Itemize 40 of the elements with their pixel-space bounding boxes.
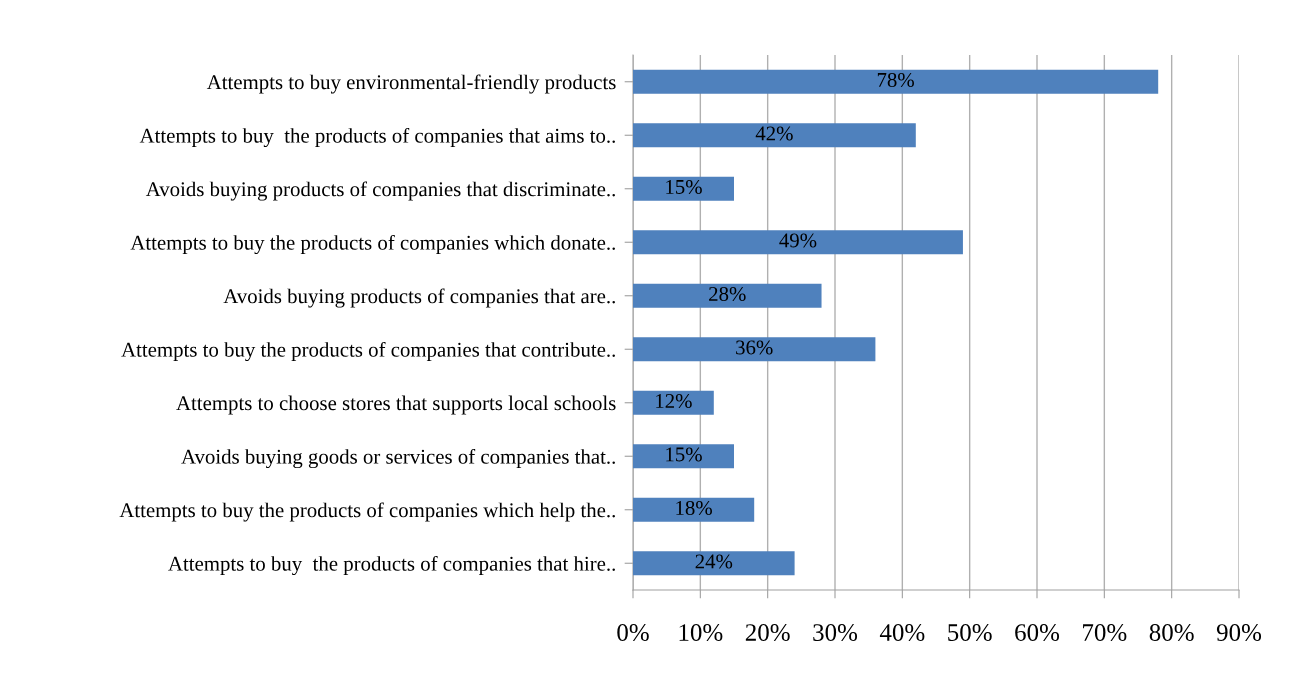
x-tick-label: 0% bbox=[617, 624, 649, 642]
bar bbox=[633, 497, 755, 522]
y-tick-label: Attempts to buy the products of companies which donate.. bbox=[130, 234, 615, 255]
bar bbox=[633, 176, 734, 201]
bar bbox=[633, 551, 795, 576]
x-tick-label: 90% bbox=[1216, 624, 1262, 642]
x-tick-label: 80% bbox=[1149, 624, 1194, 642]
bar bbox=[633, 337, 876, 362]
bar bbox=[633, 230, 963, 255]
data-label: 78% bbox=[877, 72, 914, 88]
y-tick-label: Attempts to buy environmental-friendly products bbox=[206, 74, 616, 94]
x-tick-label: 20% bbox=[745, 624, 790, 642]
y-tick-label: Avoids buying products of companies that are.. bbox=[223, 288, 615, 308]
data-label: 42% bbox=[755, 126, 793, 141]
data-label: 36% bbox=[736, 340, 773, 355]
y-tick-label: Avoids buying products of companies that discriminate.. bbox=[145, 181, 615, 201]
y-tick-label: Attempts to buy the products of companies that hire.. bbox=[168, 555, 615, 576]
y-tick-label: Attempts to choose stores that supports local schools bbox=[176, 395, 616, 415]
data-label: 18% bbox=[676, 500, 712, 516]
bar bbox=[633, 390, 714, 415]
data-label: 15% bbox=[666, 447, 702, 462]
x-tick-label: 40% bbox=[879, 624, 925, 642]
data-label: 15% bbox=[666, 179, 702, 195]
data-label: 24% bbox=[695, 554, 733, 569]
x-tick-label: 50% bbox=[948, 624, 992, 642]
y-tick-label: Attempts to buy the products of companies that aims to.. bbox=[139, 127, 615, 148]
y-tick-label: Attempts to buy the products of companies that contribute.. bbox=[121, 341, 615, 362]
data-label: 49% bbox=[779, 233, 817, 248]
data-label: 12% bbox=[656, 393, 692, 409]
bar bbox=[633, 69, 1159, 94]
x-tick-label: 10% bbox=[679, 624, 723, 642]
y-tick-label: Attempts to buy the products of companies which help the.. bbox=[119, 502, 615, 522]
bar bbox=[633, 283, 822, 308]
y-tick-label: Avoids buying goods or services of companies that.. bbox=[181, 448, 615, 469]
x-tick-label: 60% bbox=[1015, 624, 1060, 642]
bar bbox=[633, 444, 734, 469]
x-tick-label: 70% bbox=[1083, 624, 1127, 642]
data-label: 28% bbox=[709, 286, 746, 302]
bar bbox=[633, 123, 916, 148]
x-tick-label: 30% bbox=[813, 624, 858, 642]
